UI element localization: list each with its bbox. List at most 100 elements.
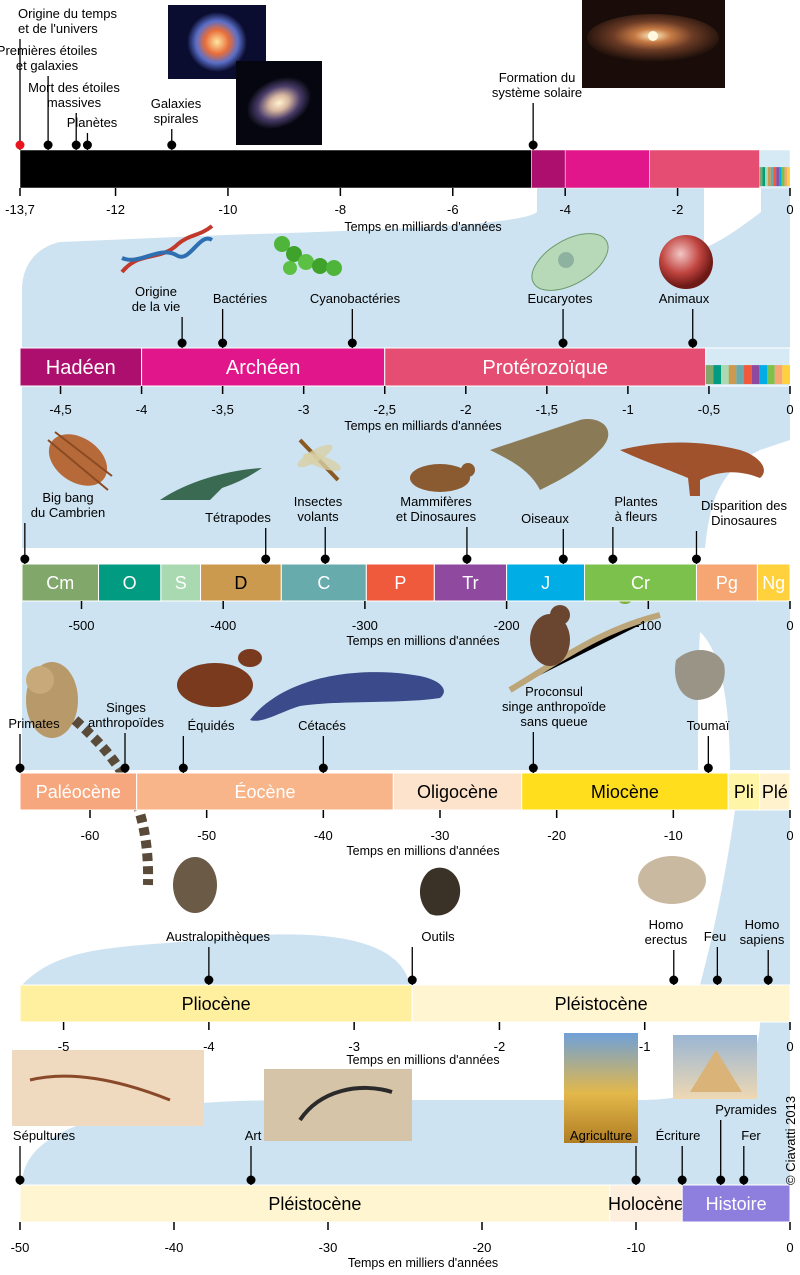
axis-tick-label: 0 — [786, 1039, 793, 1054]
event-marker — [631, 1175, 641, 1185]
axis-tick-label: -5 — [58, 1039, 70, 1054]
event-label: et galaxies — [16, 58, 79, 73]
phanerozoic-strip-cell — [781, 167, 785, 187]
event-art: Art — [245, 1128, 262, 1185]
dna-strand-image — [120, 224, 214, 274]
segment-archéen — [141, 347, 386, 387]
event-équidés: Équidés — [178, 718, 235, 773]
axis-tick-label: -2 — [460, 402, 472, 417]
event-marker — [669, 975, 679, 985]
axis-tick-label: 0 — [786, 1240, 793, 1255]
phanerozoic-strip-cell — [767, 365, 775, 385]
event-label: Outils — [421, 929, 455, 944]
segment-label: S — [175, 573, 187, 593]
event-label: Tétrapodes — [205, 510, 271, 525]
eukaryote-cell-image — [531, 233, 609, 291]
event-marker — [120, 763, 130, 773]
segment-label: C — [317, 573, 330, 593]
segment-univers-0 — [19, 149, 532, 189]
axis-title: Temps en millions d'années — [346, 1053, 499, 1067]
event-marker — [71, 140, 81, 150]
segment-univers-2 — [564, 149, 650, 189]
segment-label: Holocène — [608, 1194, 684, 1214]
segment-label: O — [123, 573, 137, 593]
axis-tick-label: -10 — [664, 828, 683, 843]
segment-plé — [759, 772, 791, 811]
event-label: à fleurs — [615, 509, 658, 524]
segment-label: J — [541, 573, 550, 593]
axis-tick-label: -1 — [639, 1039, 651, 1054]
event-animaux: Animaux — [659, 291, 710, 348]
event-label: Origine — [135, 284, 177, 299]
event-label: Formation du — [499, 70, 576, 85]
australopithecus-skull-image — [173, 857, 217, 913]
event-marker — [712, 975, 722, 985]
axis-tick-label: -20 — [547, 828, 566, 843]
event-label: massives — [47, 95, 102, 110]
axis-tick-label: -1 — [622, 402, 634, 417]
whale-image — [250, 672, 444, 721]
axis-tick-label: -12 — [106, 202, 125, 217]
protoplanetary-disk-image — [582, 0, 725, 88]
axis-tick-label: -3,5 — [211, 402, 233, 417]
axis-title: Temps en millions d'années — [346, 844, 499, 858]
event-sépultures: Sépultures — [13, 1128, 76, 1185]
spiral-galaxy-image — [236, 61, 322, 145]
axis-tick-label: -100 — [635, 618, 661, 633]
copyright-text: © Ciavatti 2013 — [783, 1096, 798, 1185]
event-label: Homo — [745, 917, 780, 932]
axis-tick-label: -10 — [219, 202, 238, 217]
event-bactéries: Bactéries — [213, 291, 268, 348]
event-label: anthropoïdes — [88, 715, 164, 730]
homo-erectus-skull-image — [638, 856, 706, 904]
axis-tick-label: -8 — [335, 202, 347, 217]
phanerozoic-strip-cell — [767, 167, 771, 187]
event-label: Mort des étoiles — [28, 80, 120, 95]
segment-pléistocène — [411, 984, 791, 1023]
axis-tick-label: -30 — [319, 1240, 338, 1255]
event-fer: Fer — [739, 1128, 761, 1185]
axis-tick-label: -4 — [203, 1039, 215, 1054]
segment-label: Hadéen — [46, 357, 116, 379]
segment-p — [365, 563, 435, 602]
event-label: Sépultures — [13, 1128, 76, 1143]
segment-univers-1 — [531, 149, 566, 189]
event-marker — [691, 554, 701, 564]
event-marker — [739, 1175, 749, 1185]
segment-label: Tr — [462, 573, 478, 593]
segment-label: P — [394, 573, 406, 593]
phanerozoic-strip-cell — [774, 365, 783, 385]
axis-title: Temps en millions d'années — [346, 634, 499, 648]
event-cyanobactéries: Cyanobactéries — [310, 291, 401, 348]
axis-tick-label: -40 — [314, 828, 333, 843]
event-label: et de l'univers — [18, 21, 98, 36]
event-marker — [82, 140, 92, 150]
horse-ancestor-image — [177, 649, 262, 707]
phanerozoic-strip-cell — [721, 365, 729, 385]
event-marker — [528, 140, 538, 150]
event-toumaï: Toumaï — [687, 718, 730, 773]
event-label: Cétacés — [298, 718, 346, 733]
burial-skeleton-image — [12, 1050, 204, 1126]
phanerozoic-strip-cell — [776, 167, 779, 187]
event-label: Fer — [741, 1128, 761, 1143]
timeline-precambrien: Hadéen Archéen Protérozoïque -4,5 -4 -3,5 -3 -2… — [19, 284, 794, 433]
segment-label: Ng — [762, 573, 785, 593]
phanerozoic-strip-cell — [787, 167, 790, 187]
event-écriture: Écriture — [656, 1128, 700, 1185]
phanerozoic-strip-cell — [762, 167, 766, 187]
axis-tick-label: -50 — [11, 1240, 30, 1255]
phanerozoic-strip-cell — [705, 365, 714, 385]
event-marker — [407, 975, 417, 985]
